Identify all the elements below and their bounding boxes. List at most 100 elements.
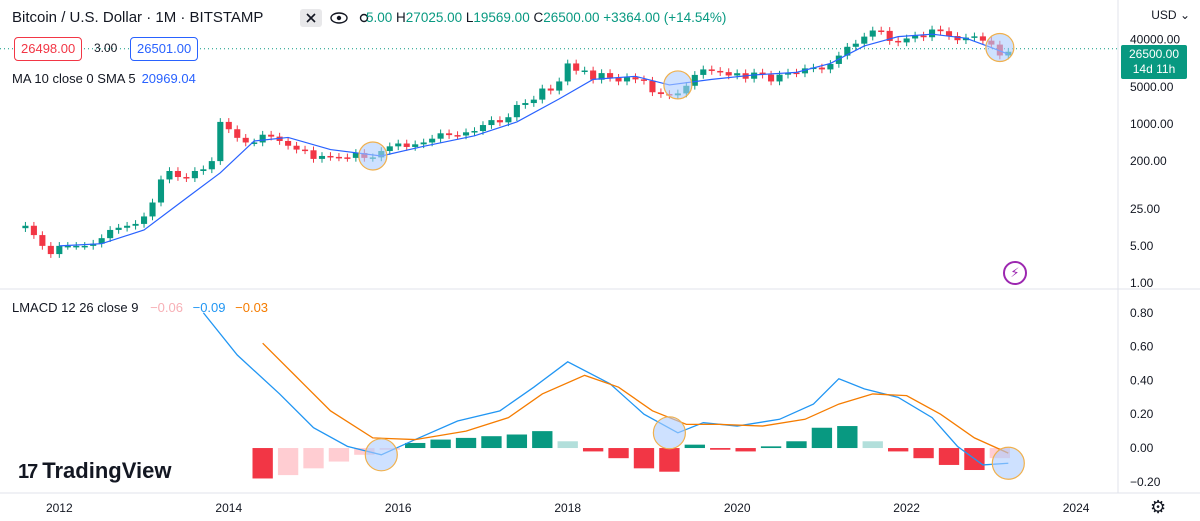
candle[interactable] (22, 225, 29, 229)
candle[interactable] (623, 77, 631, 82)
macd-histogram-bar[interactable] (710, 448, 731, 450)
candle[interactable] (827, 63, 834, 70)
candle[interactable] (954, 36, 961, 41)
candle[interactable] (615, 77, 622, 82)
candle[interactable] (691, 74, 698, 86)
currency-selector[interactable]: USD ⌄ (1151, 8, 1190, 22)
macd-histogram-bar[interactable] (506, 434, 528, 449)
candle[interactable] (751, 72, 758, 79)
candle[interactable] (844, 46, 851, 56)
candle[interactable] (217, 121, 224, 162)
candle[interactable] (454, 135, 461, 137)
macd-histogram-bar[interactable] (633, 448, 655, 469)
candle[interactable] (30, 225, 37, 236)
candle[interactable] (708, 69, 715, 71)
candle[interactable] (242, 137, 249, 143)
macd-line[interactable] (202, 312, 1009, 466)
candle[interactable] (39, 235, 46, 246)
macd-histogram-bar[interactable] (582, 448, 604, 452)
macd-histogram-bar[interactable] (557, 441, 578, 449)
candle[interactable] (784, 72, 792, 75)
candle[interactable] (573, 63, 580, 71)
candle[interactable] (878, 30, 885, 33)
macd-histogram-bar[interactable] (354, 448, 375, 455)
candle[interactable] (327, 155, 334, 158)
macd-histogram-bar[interactable] (328, 448, 350, 462)
candle[interactable] (132, 223, 139, 226)
candle[interactable] (191, 170, 198, 179)
candle[interactable] (835, 55, 842, 64)
candle[interactable] (962, 37, 970, 41)
gear-icon[interactable] (358, 9, 380, 27)
sell-price-button[interactable]: 26498.00 (14, 37, 83, 61)
candle[interactable] (90, 243, 97, 246)
candle[interactable] (929, 29, 936, 38)
candle[interactable] (446, 133, 453, 136)
candle[interactable] (496, 120, 503, 123)
candle[interactable] (124, 225, 131, 228)
macd-histogram-bar[interactable] (608, 448, 629, 459)
close-icon[interactable] (300, 9, 322, 27)
candle[interactable] (903, 38, 910, 43)
candle[interactable] (971, 36, 978, 38)
candle[interactable] (725, 72, 732, 76)
ma-legend[interactable]: MA 10 close 0 SMA 5 20969.04 (12, 71, 196, 86)
candle[interactable] (530, 99, 537, 104)
candle[interactable] (581, 70, 588, 73)
candle[interactable] (657, 92, 664, 95)
symbol-title[interactable]: Bitcoin / U.S. Dollar · 1M · BITSTAMP (12, 9, 264, 26)
candle[interactable] (208, 161, 215, 170)
candle[interactable] (607, 73, 614, 78)
candle[interactable] (717, 70, 724, 73)
macd-histogram-bar[interactable] (481, 436, 502, 449)
candle[interactable] (47, 245, 54, 255)
candle[interactable] (157, 179, 165, 203)
candle[interactable] (513, 104, 520, 118)
macd-histogram-bar[interactable] (252, 448, 273, 479)
macd-histogram-bar[interactable] (684, 444, 705, 449)
candle[interactable] (869, 30, 876, 37)
candle[interactable] (200, 169, 207, 171)
candle[interactable] (64, 245, 71, 248)
candle[interactable] (852, 43, 859, 47)
candle[interactable] (412, 144, 419, 147)
candle[interactable] (759, 72, 766, 75)
candle[interactable] (522, 103, 529, 105)
candle[interactable] (429, 138, 436, 143)
candle[interactable] (98, 238, 105, 244)
candle[interactable] (107, 229, 114, 239)
candle[interactable] (420, 142, 427, 145)
candle[interactable] (335, 156, 342, 159)
candle[interactable] (462, 132, 470, 136)
candle[interactable] (301, 149, 309, 152)
candle[interactable] (912, 35, 919, 39)
candle[interactable] (793, 72, 800, 75)
candle[interactable] (115, 227, 122, 230)
candle[interactable] (268, 134, 275, 137)
candle[interactable] (225, 121, 232, 130)
candle[interactable] (649, 80, 656, 93)
macd-histogram-bar[interactable] (277, 448, 299, 476)
eye-icon[interactable] (328, 9, 350, 27)
candle[interactable] (166, 170, 173, 180)
candle[interactable] (539, 88, 546, 100)
candle[interactable] (251, 142, 258, 144)
candle[interactable] (886, 30, 893, 41)
candle[interactable] (505, 117, 512, 123)
bolt-icon[interactable]: ⚡ (1003, 261, 1027, 285)
macd-histogram-bar[interactable] (837, 426, 858, 449)
macd-histogram-bar[interactable] (735, 448, 756, 452)
candle[interactable] (861, 36, 868, 44)
candle[interactable] (183, 177, 190, 179)
macd-histogram-bar[interactable] (760, 446, 782, 449)
candle[interactable] (979, 36, 986, 41)
macd-histogram-bar[interactable] (862, 441, 883, 449)
candle[interactable] (564, 63, 571, 82)
macd-histogram-bar[interactable] (938, 448, 960, 465)
settings-icon[interactable]: ⚙ (1150, 497, 1167, 517)
candle[interactable] (56, 245, 63, 255)
candle[interactable] (598, 73, 605, 80)
buy-price-button[interactable]: 26501.00 (130, 37, 199, 61)
candle[interactable] (285, 140, 292, 146)
